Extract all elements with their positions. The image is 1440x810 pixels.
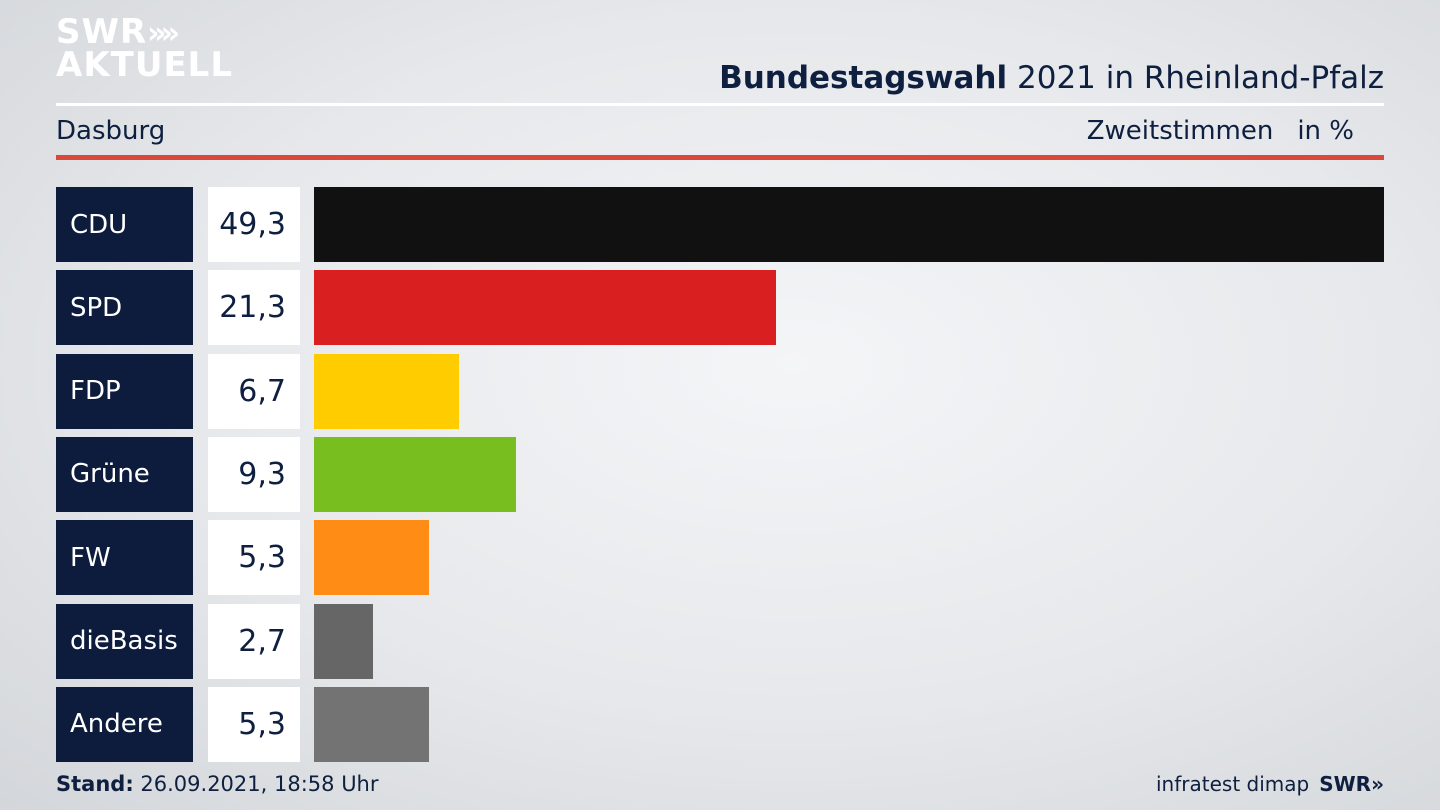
title-rest: 2021 in Rheinland-Pfalz xyxy=(1017,60,1384,96)
bar xyxy=(314,686,429,762)
bar xyxy=(314,436,516,512)
bar xyxy=(314,187,1384,262)
party-label: FDP xyxy=(56,353,193,429)
party-label: FW xyxy=(56,520,193,596)
accent-divider xyxy=(56,155,1384,160)
bar xyxy=(314,270,776,346)
party-label: dieBasis xyxy=(56,603,193,679)
party-label: Andere xyxy=(56,686,193,762)
value-label: 21,3 xyxy=(208,270,300,346)
stand-value: 26.09.2021, 18:58 Uhr xyxy=(140,772,379,796)
party-label: CDU xyxy=(56,187,193,262)
header-divider xyxy=(56,103,1384,106)
value-label: 6,7 xyxy=(208,353,300,429)
swr-brand-logo: SWR» xyxy=(1319,772,1384,796)
location-label: Dasburg xyxy=(56,116,166,146)
value-label: 49,3 xyxy=(208,187,300,262)
stand-label: Stand: xyxy=(56,772,134,796)
party-label: SPD xyxy=(56,270,193,346)
source-text: infratest dimap xyxy=(1156,772,1310,796)
value-label: 9,3 xyxy=(208,436,300,512)
logo-swr-text: SWR xyxy=(56,12,148,52)
measure-label: Zweitstimmen in % xyxy=(1087,116,1354,146)
bar xyxy=(314,603,373,679)
timestamp: Stand: 26.09.2021, 18:58 Uhr xyxy=(56,772,379,796)
logo-aktuell-text: AKTUELL xyxy=(56,44,234,85)
value-label: 5,3 xyxy=(208,520,300,596)
title-bold: Bundestagswahl xyxy=(719,60,1008,96)
bar xyxy=(314,353,459,429)
value-label: 5,3 xyxy=(208,686,300,762)
chart-title: Bundestagswahl 2021 in Rheinland-Pfalz xyxy=(719,60,1384,96)
party-label: Grüne xyxy=(56,436,193,512)
measure-text: Zweitstimmen xyxy=(1086,116,1274,146)
bar xyxy=(314,520,429,596)
unit-text: in % xyxy=(1297,116,1354,146)
swr-aktuell-logo: SWR»» AKTUELL xyxy=(56,15,234,85)
source-credit: infratest dimap SWR» xyxy=(1156,772,1384,796)
value-label: 2,7 xyxy=(208,603,300,679)
